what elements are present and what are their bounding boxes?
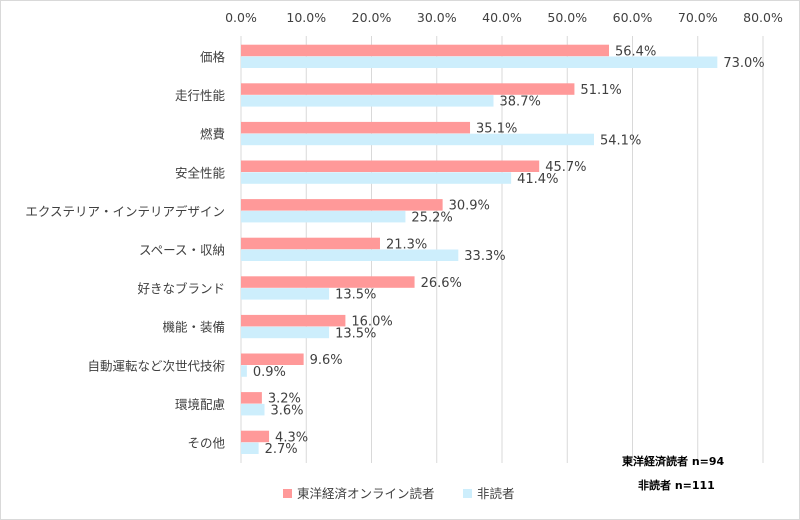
legend-swatch-nonreaders [463,489,472,498]
sample-size-readers: 東洋経済読者 n=94 [622,455,725,468]
bar-readers [241,430,270,443]
bar-readers [241,44,610,57]
data-label-nonreaders: 54.1% [600,133,641,148]
x-tick-label: 60.0% [613,10,653,25]
bar-nonreaders [241,172,512,184]
category-label: その他 [187,436,225,451]
category-label: 自動運転など次世代技術 [87,358,225,373]
data-label-readers: 3.2% [268,392,301,407]
bar-readers [241,353,304,365]
x-tick-label: 50.0% [547,10,587,25]
data-label-readers: 45.7% [545,160,586,175]
data-label-readers: 9.6% [310,353,343,368]
category-label: 価格 [200,50,226,65]
data-label-readers: 4.3% [275,430,308,445]
category-label: 好きなブランド [137,281,225,296]
x-tick-label: 30.0% [417,10,457,25]
bar-readers [241,314,346,327]
data-label-nonreaders: 13.5% [335,326,376,341]
data-label-readers: 30.9% [449,199,490,214]
bar-nonreaders [241,326,330,339]
category-label: 機能・装備 [162,320,225,335]
bar-nonreaders [241,288,330,300]
category-label: 安全性能 [175,165,226,180]
data-label-readers: 35.1% [476,121,517,136]
x-tick-label: 0.0% [225,10,257,25]
x-tick-label: 10.0% [286,10,326,25]
legend-label-nonreaders: 非読者 [477,486,515,501]
category-label: スペース・収納 [139,243,225,258]
bar-nonreaders [241,365,247,377]
bar-readers [241,160,540,172]
x-tick-label: 20.0% [352,10,392,25]
x-tick-label: 80.0% [743,10,783,25]
category-label: エクステリア・インテリアデザイン [25,204,225,219]
data-label-readers: 21.3% [386,237,427,252]
bar-nonreaders [241,403,265,416]
bar-readers [241,121,471,134]
bar-nonreaders [241,442,259,454]
data-label-nonreaders: 13.5% [335,288,376,303]
category-label: 走行性能 [175,88,226,103]
bar-nonreaders [241,210,406,223]
bar-readers [241,83,575,95]
data-label-nonreaders: 73.0% [723,56,764,71]
legend-swatch-readers [283,489,292,498]
x-tick-label: 40.0% [482,10,522,25]
legend-label-readers: 東洋経済オンライン読者 [297,486,435,501]
data-label-nonreaders: 3.6% [270,403,303,418]
x-tick-label: 70.0% [678,10,718,25]
data-label-readers: 16.0% [351,314,392,329]
bar-nonreaders [241,249,459,261]
data-label-readers: 56.4% [615,44,656,59]
data-label-nonreaders: 38.7% [500,95,541,110]
bar-nonreaders [241,133,595,146]
category-label: 環境配慮 [175,397,225,412]
data-label-readers: 26.6% [421,276,462,291]
bar-readers [241,237,380,250]
bar-nonreaders [241,95,494,107]
bar-readers [241,199,443,211]
data-label-nonreaders: 33.3% [464,249,505,264]
bar-nonreaders [241,56,718,68]
data-label-readers: 51.1% [580,83,621,98]
data-label-nonreaders: 0.9% [253,365,286,380]
data-label-nonreaders: 2.7% [265,442,298,457]
data-label-nonreaders: 41.4% [517,172,558,187]
sample-size-nonreaders: 非読者 n=111 [638,479,715,492]
category-label: 燃費 [200,127,225,142]
bar-readers [241,276,415,288]
bar-readers [241,392,262,404]
data-label-nonreaders: 25.2% [411,210,452,225]
